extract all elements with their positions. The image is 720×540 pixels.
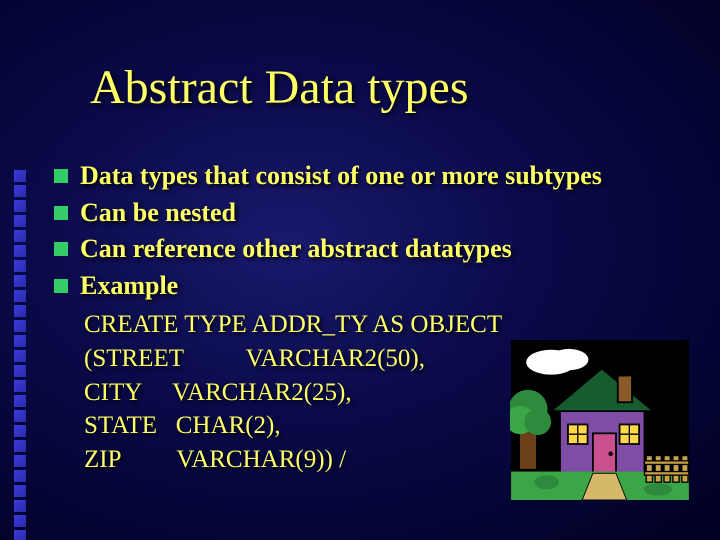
bullet-marker-icon	[54, 279, 68, 293]
decorative-square-icon	[14, 515, 26, 527]
bullet-marker-icon	[54, 169, 68, 183]
decorative-square-icon	[14, 500, 26, 512]
bullet-marker-icon	[54, 242, 68, 256]
decorative-square-icon	[14, 245, 26, 257]
decorative-square-icon	[14, 275, 26, 287]
decorative-square-icon	[14, 230, 26, 242]
decorative-square-icon	[14, 425, 26, 437]
decorative-square-icon	[14, 200, 26, 212]
slide-title: Abstract Data types	[90, 60, 469, 115]
decorative-square-icon	[14, 485, 26, 497]
bullet-marker-icon	[54, 206, 68, 220]
decorative-square-icon	[14, 470, 26, 482]
decorative-left-squares	[14, 170, 26, 540]
decorative-square-icon	[14, 410, 26, 422]
decorative-square-icon	[14, 335, 26, 347]
code-line: CREATE TYPE ADDR_TY AS OBJECT	[84, 311, 502, 338]
decorative-square-icon	[14, 350, 26, 362]
decorative-square-icon	[14, 455, 26, 467]
decorative-square-icon	[14, 440, 26, 452]
code-line: CITY VARCHAR2(25),	[84, 379, 352, 406]
code-line: (STREET VARCHAR2(50),	[84, 345, 425, 372]
decorative-square-icon	[14, 185, 26, 197]
bullet-text: Can reference other abstract datatypes	[80, 233, 512, 266]
code-line: STATE CHAR(2),	[84, 412, 281, 439]
decorative-square-icon	[14, 290, 26, 302]
decorative-square-icon	[14, 260, 26, 272]
bullet-text: Data types that consist of one or more s…	[80, 160, 602, 193]
bullet-item: Can be nested	[54, 197, 694, 230]
bullet-item: Can reference other abstract datatypes	[54, 233, 694, 266]
house-clipart-icon	[510, 340, 690, 500]
decorative-square-icon	[14, 215, 26, 227]
decorative-square-icon	[14, 530, 26, 540]
decorative-square-icon	[14, 170, 26, 182]
code-line: ZIP VARCHAR(9)) /	[84, 446, 346, 473]
bullet-text: Can be nested	[80, 197, 236, 230]
decorative-square-icon	[14, 365, 26, 377]
bullet-text: Example	[80, 270, 178, 303]
bullet-item: Example	[54, 270, 694, 303]
decorative-square-icon	[14, 380, 26, 392]
decorative-square-icon	[14, 395, 26, 407]
decorative-square-icon	[14, 320, 26, 332]
decorative-square-icon	[14, 305, 26, 317]
bullet-item: Data types that consist of one or more s…	[54, 160, 694, 193]
